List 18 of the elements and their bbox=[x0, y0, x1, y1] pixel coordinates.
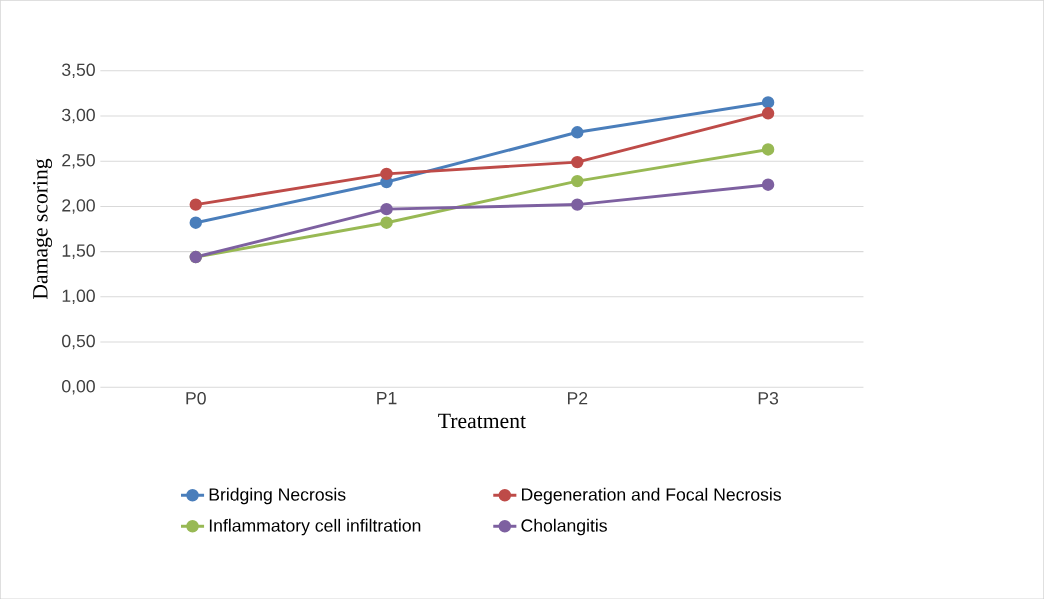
y-tick-label: 1,00 bbox=[62, 289, 95, 304]
y-tick-label: 0,50 bbox=[62, 334, 95, 350]
legend-label: Inflammatory cell infiltration bbox=[209, 518, 421, 536]
y-tick-label: 0,00 bbox=[62, 379, 95, 395]
y-tick-label: 1,50 bbox=[62, 244, 95, 259]
legend-label: Cholangitis bbox=[521, 518, 607, 536]
y-tick-label: 2,50 bbox=[62, 153, 95, 169]
x-tick-label: P3 bbox=[758, 391, 779, 405]
x-tick-label: P1 bbox=[377, 391, 397, 404]
legend-label: Bridging Necrosis bbox=[209, 487, 346, 505]
x-tick-label: P0 bbox=[186, 391, 206, 405]
x-tick-label: P2 bbox=[568, 391, 588, 405]
x-axis-title: Treatment bbox=[438, 413, 526, 429]
y-tick-label: 2,00 bbox=[62, 199, 95, 214]
y-axis-title: Damage scoring bbox=[33, 158, 53, 299]
y-tick-label: 3,00 bbox=[62, 108, 95, 124]
y-tick-label: 3,50 bbox=[62, 63, 95, 78]
legend-label: Degeneration and Focal Necrosis bbox=[522, 487, 781, 505]
